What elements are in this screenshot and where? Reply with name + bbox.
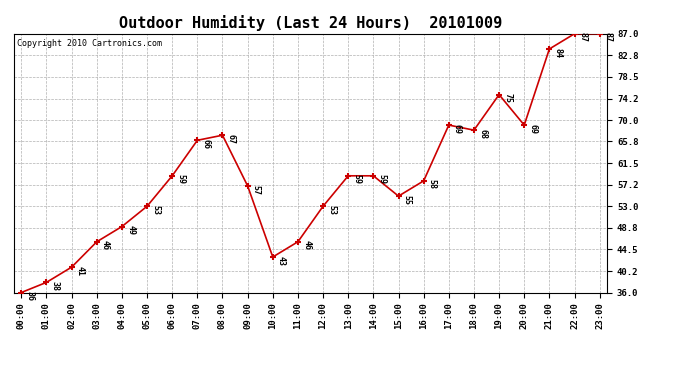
Text: 69: 69 <box>453 124 462 134</box>
Text: 46: 46 <box>302 240 311 250</box>
Text: 84: 84 <box>553 48 562 58</box>
Text: 41: 41 <box>76 266 85 276</box>
Text: 69: 69 <box>529 124 538 134</box>
Text: 53: 53 <box>327 205 336 215</box>
Text: 53: 53 <box>151 205 160 215</box>
Text: 59: 59 <box>353 174 362 184</box>
Text: Copyright 2010 Cartronics.com: Copyright 2010 Cartronics.com <box>17 39 161 48</box>
Text: 68: 68 <box>478 129 487 139</box>
Text: 59: 59 <box>177 174 186 184</box>
Text: 38: 38 <box>50 281 59 291</box>
Text: 57: 57 <box>252 184 261 195</box>
Text: 87: 87 <box>579 32 588 42</box>
Text: 55: 55 <box>403 195 412 205</box>
Text: 75: 75 <box>503 93 512 103</box>
Text: 87: 87 <box>604 32 613 42</box>
Text: 59: 59 <box>377 174 386 184</box>
Title: Outdoor Humidity (Last 24 Hours)  20101009: Outdoor Humidity (Last 24 Hours) 2010100… <box>119 15 502 31</box>
Text: 67: 67 <box>226 134 236 144</box>
Text: 43: 43 <box>277 256 286 266</box>
Text: 46: 46 <box>101 240 110 250</box>
Text: 58: 58 <box>428 180 437 189</box>
Text: 66: 66 <box>201 139 210 149</box>
Text: 36: 36 <box>26 291 34 301</box>
Text: 49: 49 <box>126 225 135 235</box>
